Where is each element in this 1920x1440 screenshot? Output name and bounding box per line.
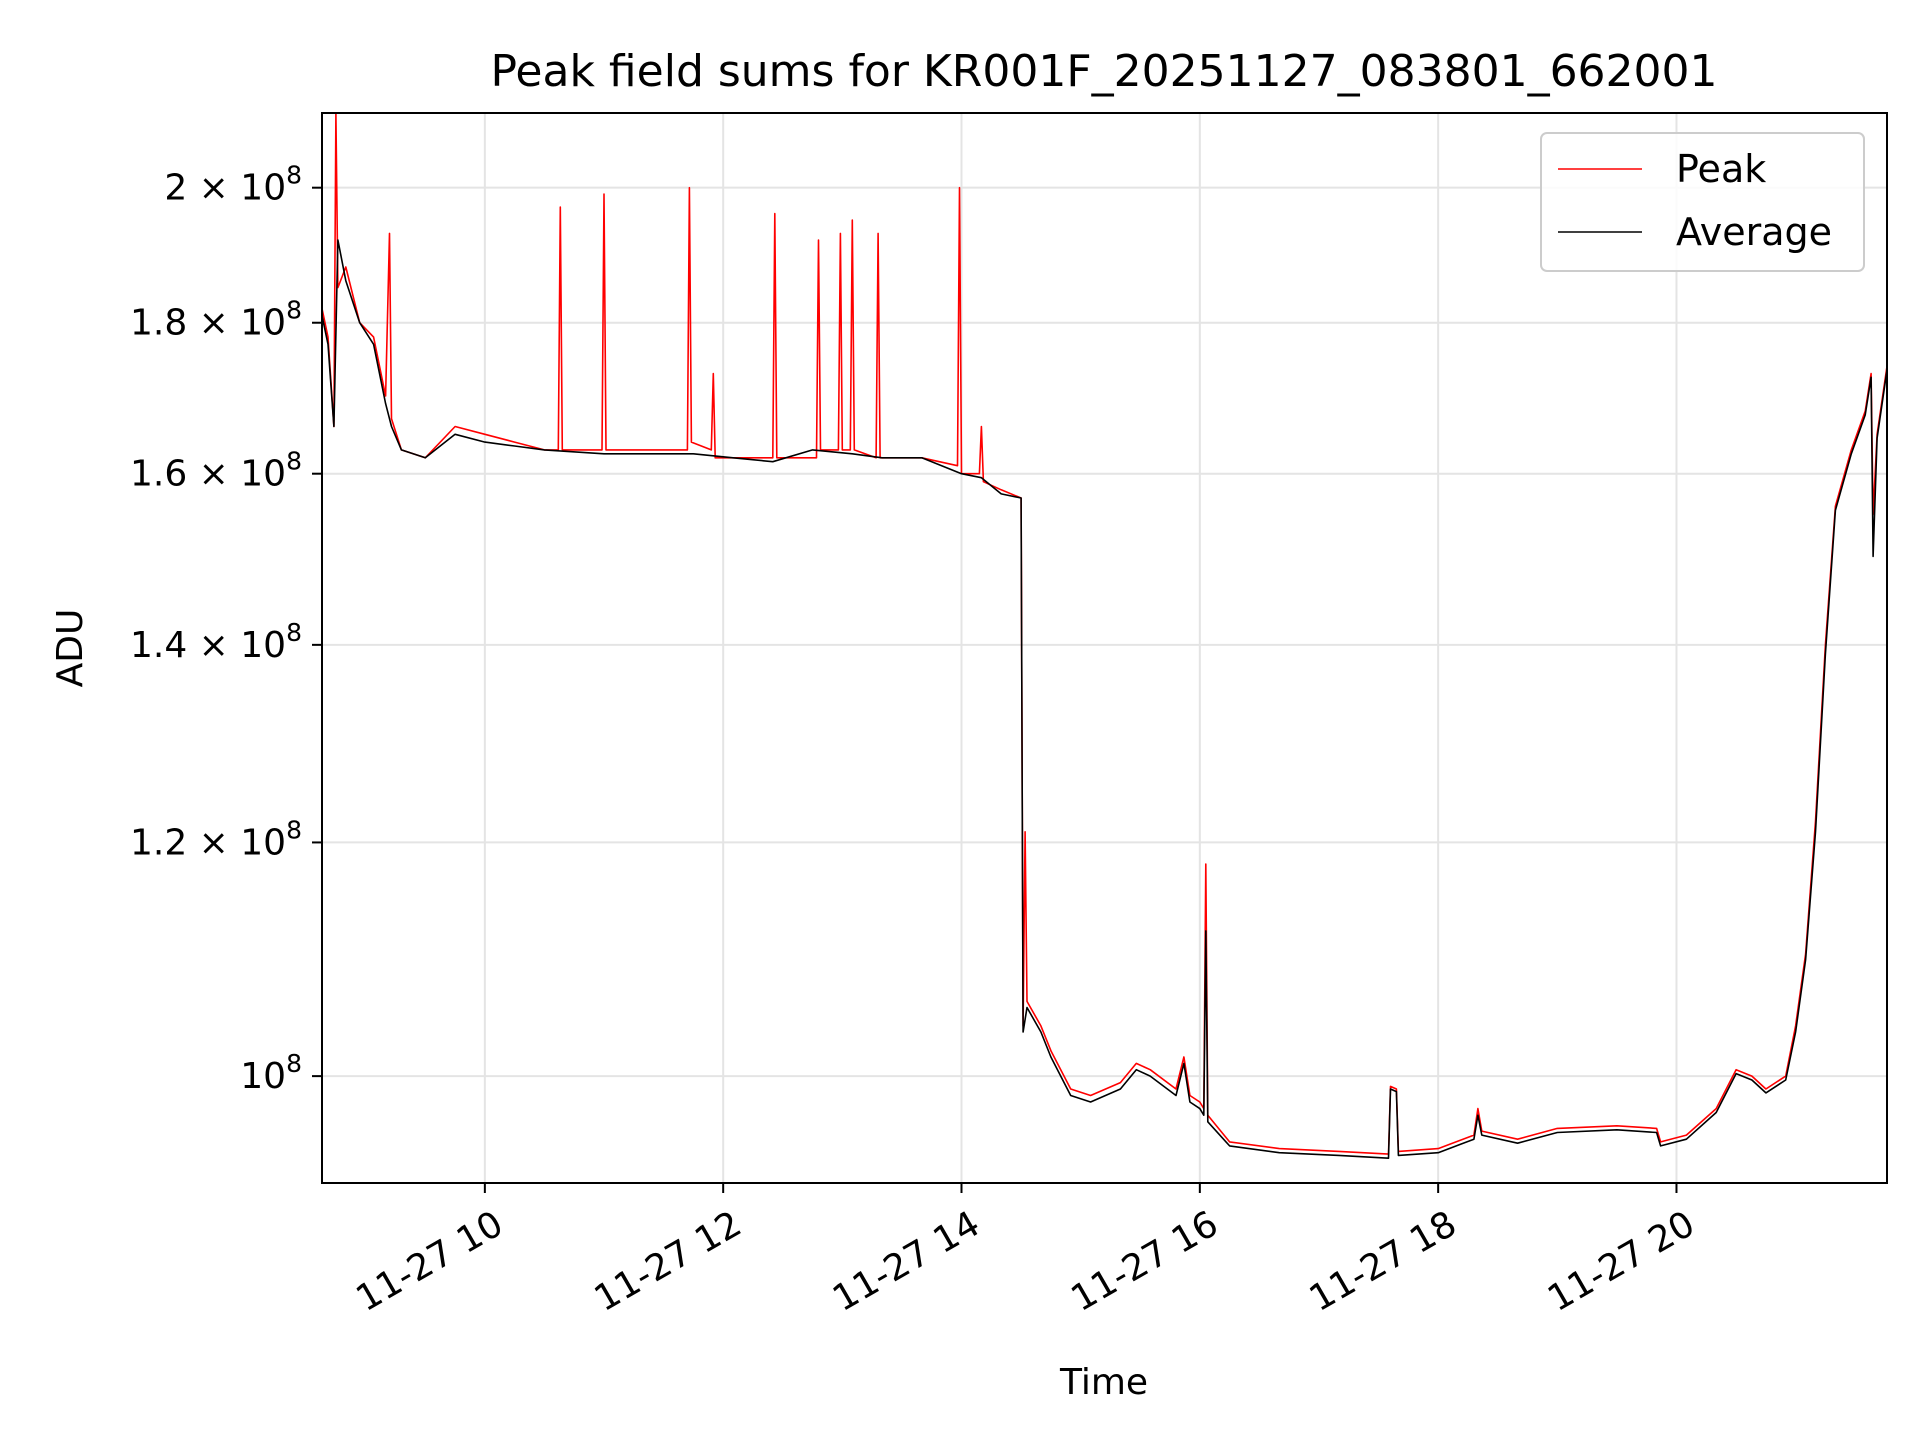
y-tick-base: 1.8 × 10	[130, 303, 286, 344]
y-tick-label: 1.6 × 108	[130, 447, 302, 495]
x-tick-label: 11-27 18	[1303, 1203, 1464, 1319]
y-axis-label: ADU	[50, 609, 91, 688]
y-tick-exponent: 8	[286, 296, 302, 325]
y-tick-label: 1.4 × 108	[130, 618, 302, 666]
x-axis-label: Time	[1059, 1362, 1148, 1403]
y-tick-base: 1.2 × 10	[130, 822, 286, 863]
ticks: 11-27 10 11-27 12 11-27 14 11-27 16 11-27 18…	[130, 161, 1702, 1320]
x-tick-label: 11-27 14	[826, 1203, 987, 1319]
legend-box	[1540, 132, 1865, 272]
x-tick-label: 11-27 16	[1064, 1203, 1225, 1319]
y-tick-exponent: 8	[286, 161, 302, 190]
series-line-average	[322, 239, 1887, 1159]
y-tick-label: 1.8 × 108	[130, 296, 302, 344]
y-tick-exponent: 8	[286, 815, 302, 844]
y-tick-base: 1.6 × 10	[130, 454, 286, 495]
legend-label-peak: Peak	[1676, 147, 1766, 191]
y-tick-exponent: 8	[286, 1049, 302, 1078]
y-tick-label: 108	[240, 1049, 302, 1097]
legend: Peak Average	[1540, 132, 1865, 272]
x-tick-label: 11-27 10	[349, 1203, 510, 1319]
plot-frame	[321, 112, 1888, 1184]
y-tick-exponent: 8	[286, 447, 302, 476]
grid	[322, 113, 1887, 1183]
y-tick-exponent: 8	[286, 618, 302, 647]
y-tick-base: 2 × 10	[164, 168, 286, 209]
series-layer	[322, 113, 1887, 1159]
x-tick-label: 11-27 20	[1541, 1203, 1702, 1319]
y-tick-label: 1.2 × 108	[130, 815, 302, 863]
legend-label-average: Average	[1676, 210, 1832, 254]
x-tick-label: 11-27 12	[588, 1203, 749, 1319]
chart-title: Peak field sums for KR001F_20251127_0838…	[490, 46, 1717, 97]
y-tick-base: 1.4 × 10	[130, 625, 286, 666]
y-tick-label: 2 × 108	[164, 161, 302, 209]
y-tick-base: 10	[240, 1056, 286, 1097]
